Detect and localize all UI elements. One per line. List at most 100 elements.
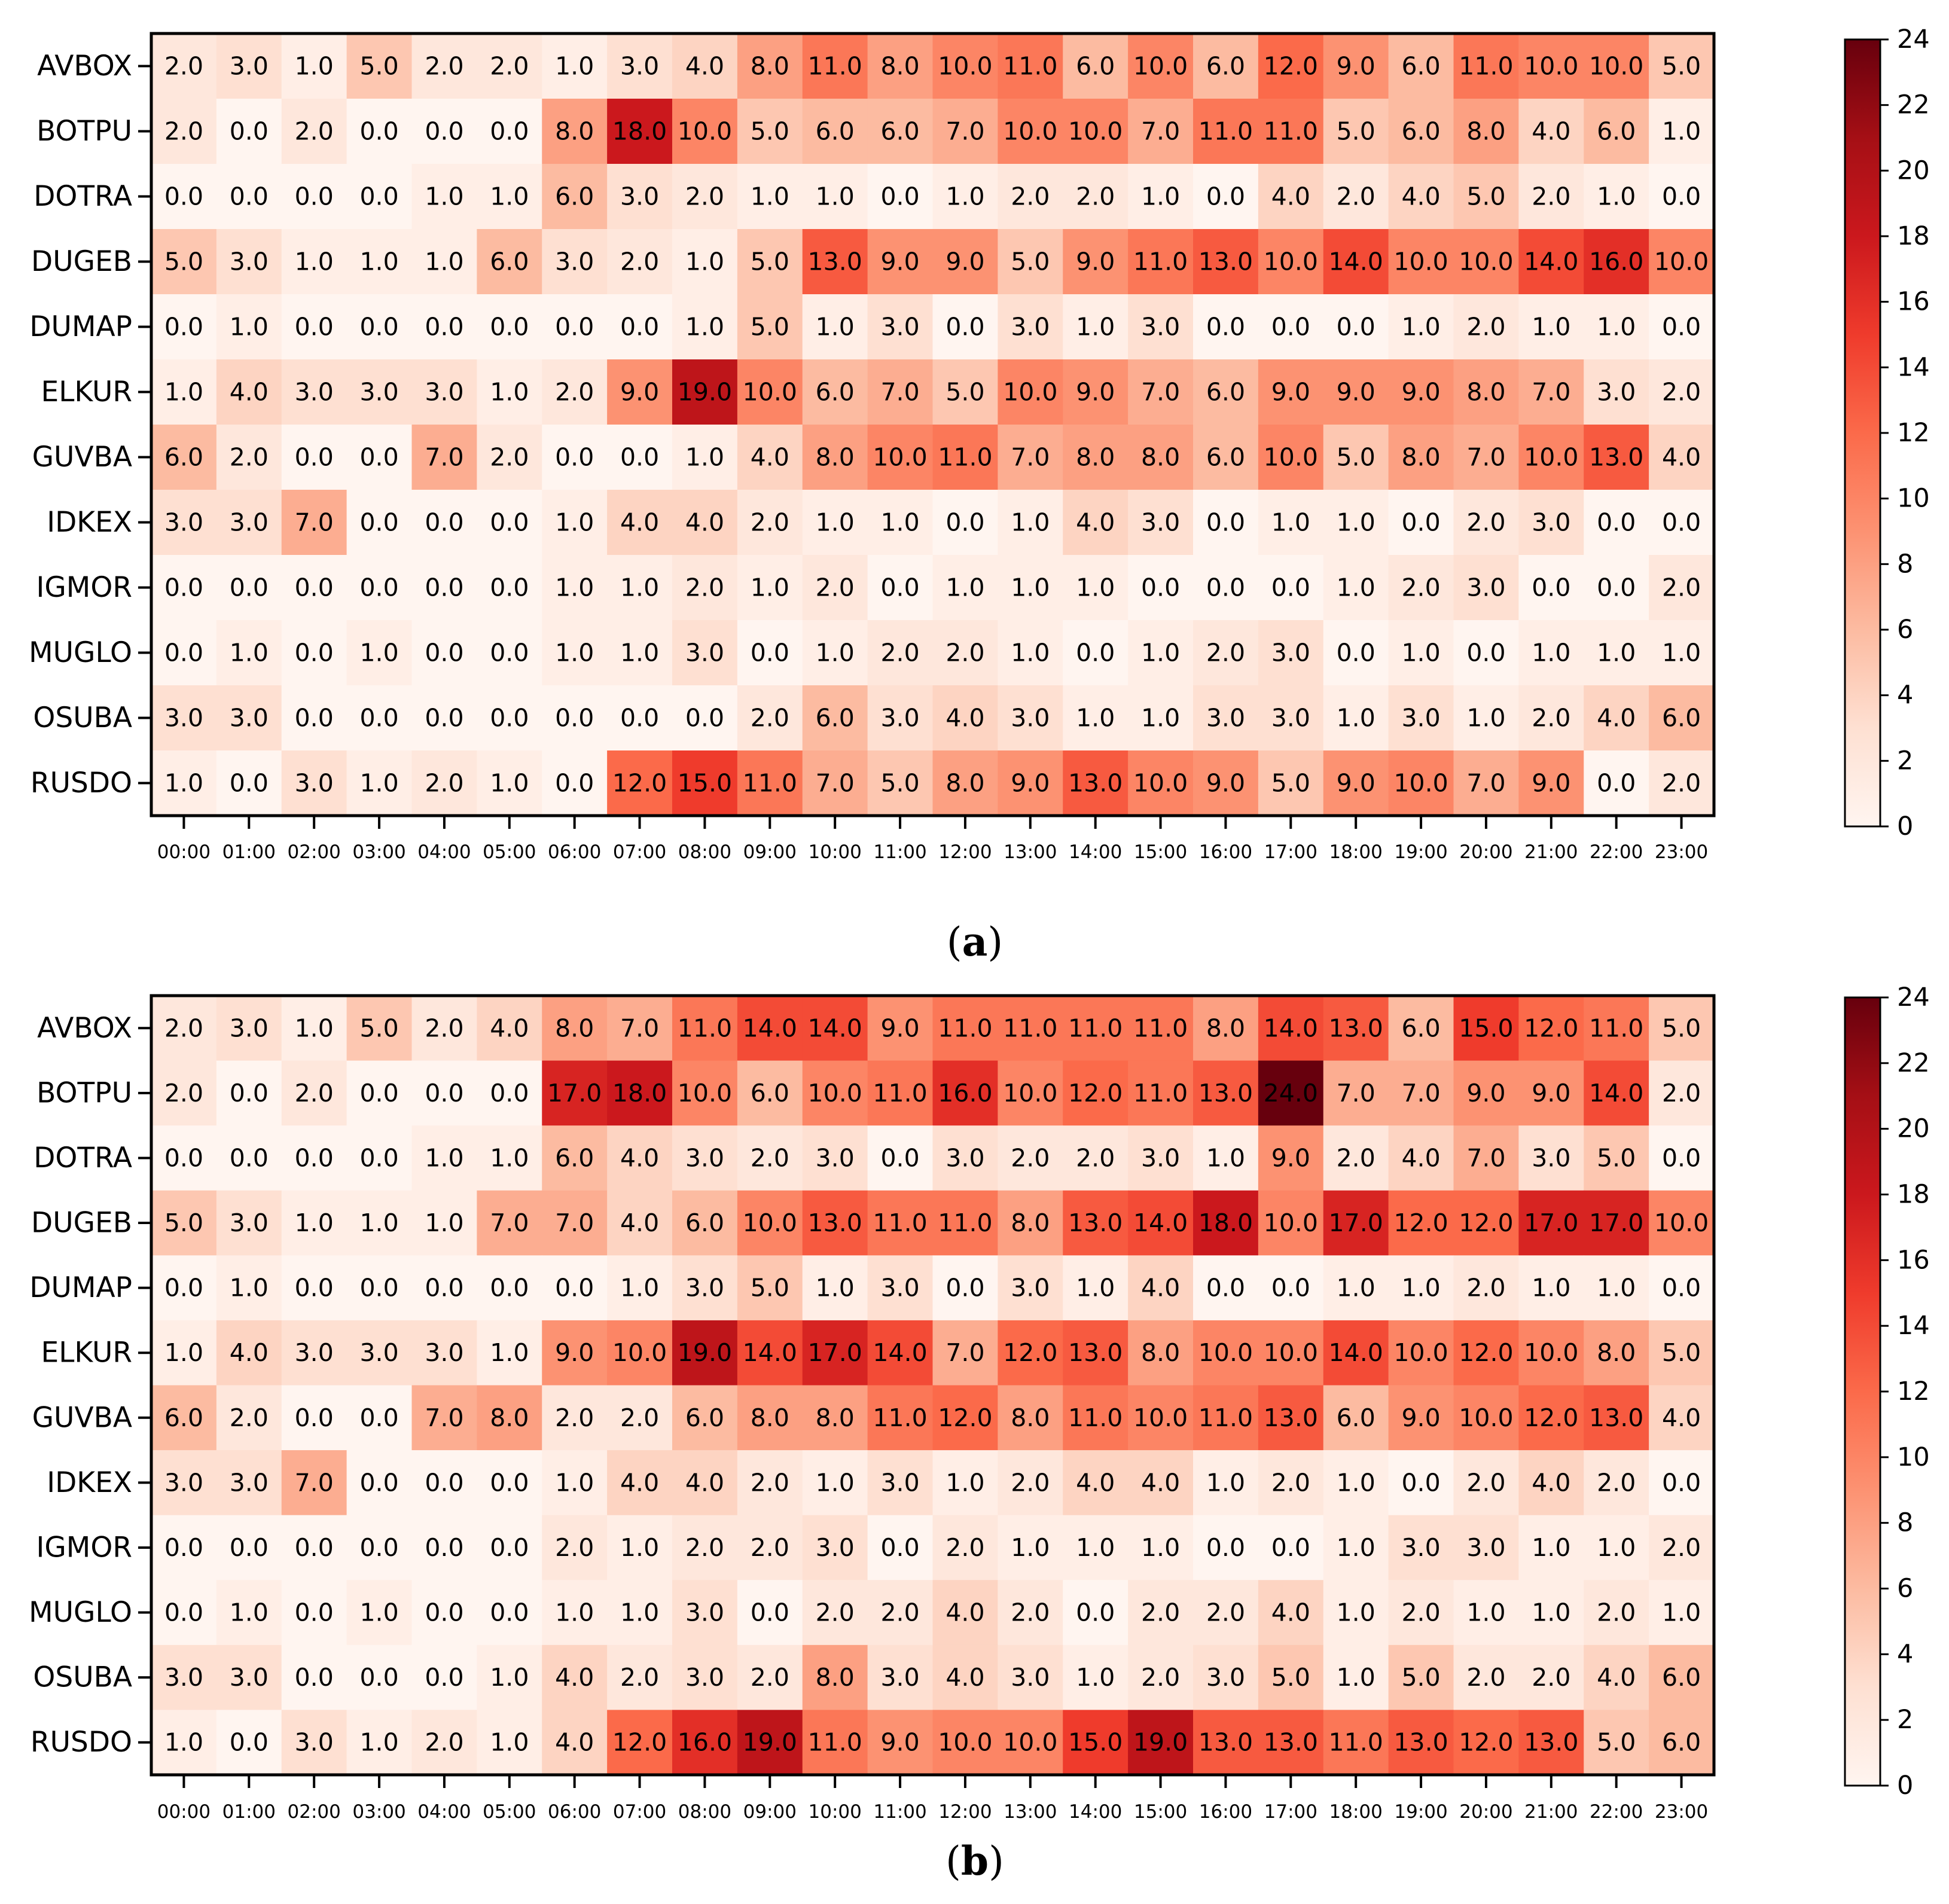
cell-value-label: 10.0 <box>743 378 797 407</box>
heatmap-cell <box>867 685 934 751</box>
cell-value-label: 14.0 <box>873 1338 927 1367</box>
colorbar-tick-label: 12 <box>1897 1377 1930 1406</box>
heatmap-cell <box>281 1125 347 1191</box>
heatmap-cell <box>867 750 934 816</box>
cell-value-label: 11.0 <box>873 1403 927 1432</box>
row-label: AVBOX <box>37 50 132 83</box>
cell-value-label: 2.0 <box>620 1403 659 1432</box>
cell-value-label: 5.0 <box>359 1014 398 1042</box>
cell-value-label: 12.0 <box>1459 1209 1513 1237</box>
heatmap-cell <box>607 294 673 360</box>
cell-value-label: 2.0 <box>1206 1598 1245 1627</box>
cell-value-label: 3.0 <box>1206 1663 1245 1692</box>
heatmap-cell <box>607 1515 673 1580</box>
heatmap-cell <box>542 229 608 295</box>
cell-value-label: 13.0 <box>1198 1728 1253 1757</box>
heatmap-cell <box>607 425 673 490</box>
heatmap-cell <box>607 1450 673 1516</box>
heatmap-cell <box>151 750 217 816</box>
heatmap-cell <box>542 1190 608 1256</box>
heatmap-cell <box>1128 1190 1194 1256</box>
heatmap-cell <box>672 229 738 295</box>
heatmap-cell <box>542 1710 608 1775</box>
row-label: IGMOR <box>36 1531 132 1564</box>
cell-value-label: 1.0 <box>555 1598 594 1627</box>
cell-value-label: 11.0 <box>1133 248 1188 276</box>
heatmap-cell <box>216 750 282 816</box>
heatmap-cell <box>542 996 608 1061</box>
heatmap-cell <box>1193 490 1259 556</box>
heatmap-cell <box>1649 1255 1715 1321</box>
cell-value-label: 9.0 <box>880 248 919 276</box>
colorbar-tick-label: 0 <box>1897 1771 1913 1801</box>
heatmap-cell <box>151 1710 217 1775</box>
heatmap-cell <box>1388 229 1454 295</box>
heatmap-cell <box>216 555 282 621</box>
heatmap-cell <box>281 1060 347 1126</box>
heatmap-cell <box>542 750 608 816</box>
cell-value-label: 11.0 <box>1133 1014 1188 1042</box>
heatmap-cell <box>1649 1515 1715 1580</box>
heatmap-cell <box>1518 750 1584 816</box>
heatmap-cell <box>1193 1125 1259 1191</box>
cell-value-label: 1.0 <box>1597 639 1636 667</box>
column-label: 01:00 <box>222 841 276 863</box>
heatmap-cell <box>672 750 738 816</box>
cell-value-label: 13.0 <box>1589 1403 1643 1432</box>
cell-value-label: 6.0 <box>751 1079 789 1107</box>
cell-value-label: 15.0 <box>1068 1728 1123 1757</box>
cell-value-label: 0.0 <box>425 117 463 146</box>
heatmap-cell <box>281 1320 347 1386</box>
cell-value-label: 0.0 <box>1337 639 1375 667</box>
heatmap-cell <box>1388 294 1454 360</box>
cell-value-label: 9.0 <box>880 1014 919 1042</box>
heatmap-cell <box>216 1125 282 1191</box>
heatmap-cell <box>1453 555 1519 621</box>
cell-value-label: 13.0 <box>1264 1728 1318 1757</box>
heatmap-cell <box>1518 1255 1584 1321</box>
cell-value-label: 0.0 <box>1401 1468 1440 1497</box>
heatmap-cell <box>1649 1710 1715 1775</box>
cell-value-label: 1.0 <box>1206 1468 1245 1497</box>
cell-value-label: 8.0 <box>1076 443 1115 472</box>
heatmap-cell <box>932 99 998 164</box>
cell-value-label: 10.0 <box>743 1209 797 1237</box>
cell-value-label: 2.0 <box>620 1663 659 1692</box>
cell-value-label: 2.0 <box>1597 1468 1636 1497</box>
heatmap-cell <box>1193 229 1259 295</box>
cell-value-label: 1.0 <box>295 52 334 81</box>
heatmap-cell <box>281 996 347 1061</box>
cell-value-label: 3.0 <box>880 1274 919 1302</box>
heatmap-cell <box>1649 555 1715 621</box>
cell-value-label: 3.0 <box>1141 313 1180 341</box>
heatmap-cell <box>411 1125 477 1191</box>
cell-value-label: 11.0 <box>873 1079 927 1107</box>
heatmap-cell <box>737 555 803 621</box>
column-label: 11:00 <box>873 1801 926 1823</box>
cell-value-label: 0.0 <box>1662 1274 1701 1302</box>
cell-value-label: 8.0 <box>490 1403 529 1432</box>
caption-open: ( <box>945 1838 961 1884</box>
cell-value-label: 1.0 <box>1401 313 1440 341</box>
colorbar-tick-label: 24 <box>1897 25 1930 54</box>
cell-value-label: 1.0 <box>425 182 463 211</box>
cell-value-label: 6.0 <box>1076 52 1115 81</box>
heatmap-cell <box>1649 1385 1715 1451</box>
heatmap-cell <box>1193 1190 1259 1256</box>
heatmap-cell <box>411 620 477 686</box>
heatmap-cell <box>737 164 803 230</box>
cell-value-label: 12.0 <box>1524 1014 1578 1042</box>
heatmap-cell <box>346 164 413 230</box>
heatmap-cell <box>802 425 868 490</box>
heatmap-cell <box>737 1644 803 1711</box>
cell-value-label: 3.0 <box>1466 573 1505 602</box>
column-label: 14:00 <box>1069 1801 1122 1823</box>
cell-value-label: 17.0 <box>1589 1209 1643 1237</box>
cell-value-label: 3.0 <box>1532 1143 1570 1172</box>
cell-value-label: 0.0 <box>425 313 463 341</box>
heatmap-cell <box>216 1580 282 1646</box>
heatmap-cell <box>1258 425 1324 490</box>
column-label: 04:00 <box>417 1801 471 1823</box>
cell-value-label: 2.0 <box>945 639 984 667</box>
cell-value-label: 11.0 <box>808 52 862 81</box>
